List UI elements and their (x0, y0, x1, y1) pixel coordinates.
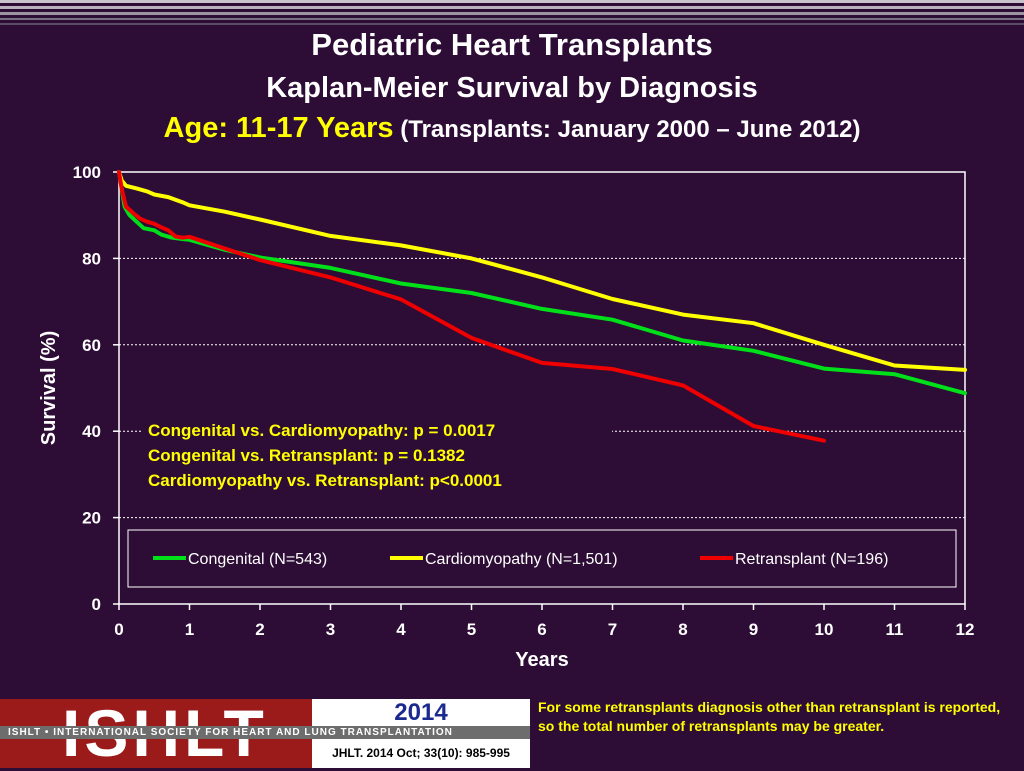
transplant-range: (Transplants: January 2000 – June 2012) (400, 116, 861, 143)
x-axis-label: Years (515, 649, 568, 671)
top-decorative-band (0, 0, 1024, 34)
society-name: ISHLT • INTERNATIONAL SOCIETY FOR HEART … (8, 727, 453, 738)
legend-label-congenital: Congenital (N=543) (188, 551, 327, 568)
x-tick-label-10: 10 (815, 620, 834, 639)
x-tick-label-2: 2 (255, 620, 264, 639)
age-label: Age: 11-17 Years (163, 112, 394, 144)
chart-series-lines (117, 170, 967, 443)
x-tick-label-1: 1 (185, 620, 194, 639)
chart-legend: Congenital (N=543) Cardiomyopathy (N=1,5… (127, 529, 957, 588)
x-tick-label-7: 7 (608, 620, 617, 639)
y-tick-label-0: 0 (92, 595, 101, 614)
y-tick-label-5: 100 (73, 163, 101, 182)
pvalue-annotations: Congenital vs. Cardiomyopathy: p = 0.001… (148, 421, 502, 490)
citation-text: JHLT. 2014 Oct; 33(10): 985-995 (332, 746, 510, 760)
x-tick-label-6: 6 (537, 620, 546, 639)
x-tick-label-9: 9 (749, 620, 758, 639)
year-box: 2014 (312, 699, 530, 726)
x-axis-ticks: 0 1 2 3 4 5 6 7 8 9 10 11 12 (114, 604, 974, 639)
y-axis-label: Survival (%) (38, 331, 60, 445)
series-line-retransplant (117, 170, 826, 443)
x-tick-label-4: 4 (396, 620, 406, 639)
report-year: 2014 (394, 699, 448, 726)
y-tick-label-1: 20 (82, 509, 101, 528)
y-axis-ticks: 0 20 40 60 80 100 (73, 163, 119, 614)
series-line-cardiomyopathy (117, 170, 967, 372)
footnote: For some retransplants diagnosis other t… (538, 699, 1001, 734)
y-tick-label-4: 80 (82, 249, 101, 268)
annotation-background (142, 418, 612, 493)
y-tick-label-3: 60 (82, 336, 101, 355)
y-tick-label-2: 40 (82, 422, 101, 441)
legend-box (127, 529, 957, 588)
annotation-1: Congenital vs. Cardiomyopathy: p = 0.001… (148, 421, 495, 440)
x-tick-label-12: 12 (956, 620, 975, 639)
x-tick-label-11: 11 (886, 620, 904, 639)
x-tick-label-0: 0 (114, 620, 123, 639)
annotation-3: Cardiomyopathy vs. Retransplant: p<0.000… (148, 471, 502, 490)
citation-box: JHLT. 2014 Oct; 33(10): 985-995 (312, 739, 530, 768)
x-tick-label-3: 3 (326, 620, 335, 639)
x-tick-label-8: 8 (678, 620, 687, 639)
legend-label-retransplant: Retransplant (N=196) (735, 551, 888, 568)
annotation-2: Congenital vs. Retransplant: p = 0.1382 (148, 446, 465, 465)
slide-subtitle: Kaplan-Meier Survival by Diagnosis (266, 72, 758, 104)
x-tick-label-5: 5 (467, 620, 476, 639)
slide-title: Pediatric Heart Transplants (311, 27, 713, 62)
legend-label-cardiomyopathy: Cardiomyopathy (N=1,501) (425, 551, 618, 568)
series-line-congenital (117, 170, 967, 396)
society-band: ISHLT • INTERNATIONAL SOCIETY FOR HEART … (0, 726, 530, 739)
slide-age-line: Age: 11-17 Years (Transplants: January 2… (0, 112, 1024, 145)
